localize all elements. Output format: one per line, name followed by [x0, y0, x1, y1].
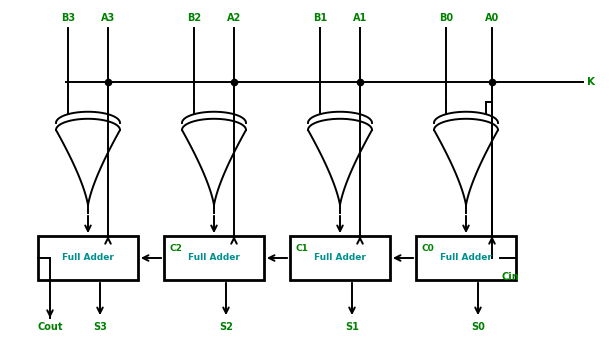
Text: B0: B0 [439, 13, 453, 23]
Text: S0: S0 [471, 322, 485, 332]
Bar [164, 236, 264, 280]
Text: Full Adder: Full Adder [314, 254, 366, 262]
Text: A1: A1 [353, 13, 367, 23]
Text: Full Adder: Full Adder [440, 254, 492, 262]
Text: Cout: Cout [37, 322, 63, 332]
Text: B1: B1 [313, 13, 327, 23]
Text: C1: C1 [295, 244, 308, 253]
Text: B2: B2 [187, 13, 201, 23]
Text: Full Adder: Full Adder [188, 254, 240, 262]
Text: Full Adder: Full Adder [62, 254, 114, 262]
Text: C2: C2 [169, 244, 182, 253]
Bar [38, 236, 138, 280]
Bar [416, 236, 516, 280]
Text: B3: B3 [61, 13, 75, 23]
Text: A3: A3 [101, 13, 115, 23]
Text: S2: S2 [219, 322, 233, 332]
Text: K: K [587, 77, 595, 87]
Text: Cin: Cin [502, 272, 520, 282]
Bar [290, 236, 390, 280]
Text: A2: A2 [227, 13, 241, 23]
Text: C0: C0 [421, 244, 434, 253]
Text: S3: S3 [93, 322, 107, 332]
Text: S1: S1 [345, 322, 359, 332]
Text: A0: A0 [485, 13, 499, 23]
